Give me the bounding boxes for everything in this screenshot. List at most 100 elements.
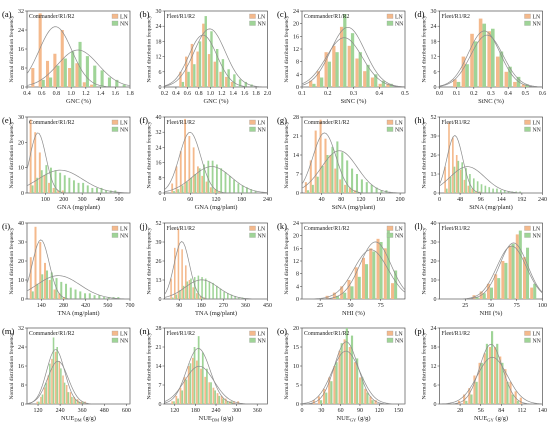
legend-swatch-nn — [249, 20, 256, 26]
bar-nn — [50, 272, 53, 299]
bar-ln — [196, 51, 199, 87]
legend-label-nn: NN — [258, 233, 267, 239]
bar-nn — [484, 185, 487, 193]
fit-curve-nn — [439, 166, 543, 194]
bar-nn — [36, 177, 39, 193]
legend-label-nn: NN — [120, 338, 129, 344]
bar-nn — [85, 56, 89, 88]
bar-ln — [225, 76, 228, 87]
bar-nn — [71, 51, 75, 88]
bar-ln — [69, 392, 72, 405]
bar-nn — [52, 337, 55, 404]
x-tick-label: 120 — [356, 197, 365, 203]
legend-swatch-nn — [524, 126, 531, 132]
bar-ln — [90, 84, 94, 88]
bar-ln — [82, 82, 86, 87]
y-axis-label: Normal distribution frequency — [283, 121, 290, 188]
x-tick-label: 30 — [318, 408, 324, 414]
legend-label-nn: NN — [395, 233, 404, 239]
bar-nn — [105, 190, 108, 193]
x-tick-label: 0.1 — [453, 91, 461, 97]
y-tick-label: 0 — [21, 402, 24, 408]
bar-nn — [394, 270, 398, 299]
bar-nn — [241, 185, 244, 193]
bar-nn — [72, 180, 75, 193]
bar-ln — [324, 138, 327, 193]
x-tick-label: 28 — [457, 408, 463, 414]
bar-nn — [511, 394, 514, 404]
x-tick-label: 360 — [253, 408, 262, 414]
y-tick-label: 12 — [293, 259, 299, 265]
y-tick-label: 26 — [156, 259, 162, 265]
x-tick-label: 96 — [478, 197, 484, 203]
bar-ln — [513, 81, 517, 87]
bar-ln — [309, 80, 313, 87]
x-tick-label: 360 — [241, 303, 250, 309]
legend-label-nn: NN — [395, 21, 404, 27]
bar-ln — [73, 396, 75, 405]
panel-label: (g) — [277, 115, 287, 125]
x-axis-label: StNA (mg/plant) — [332, 204, 376, 211]
bar-ln — [233, 401, 235, 404]
bar-ln — [31, 68, 35, 87]
legend-swatch-nn — [386, 337, 394, 343]
x-tick-label: 0.2 — [470, 91, 478, 97]
legend-label-nn: NN — [533, 233, 542, 239]
x-tick-label: 1.8 — [252, 91, 260, 97]
bar-ln — [329, 155, 332, 193]
x-tick-label: 100 — [538, 303, 547, 309]
y-tick-label: 30 — [431, 9, 437, 15]
bar-ln — [173, 247, 176, 299]
bar-nn — [49, 167, 52, 193]
y-tick-label: 24 — [293, 221, 299, 227]
bar-nn — [475, 381, 478, 404]
bar-nn — [210, 382, 212, 404]
y-axis-label: Normal distribution frequency — [8, 121, 15, 188]
x-tick-label: 270 — [219, 303, 228, 309]
legend-swatch-ln — [111, 225, 119, 231]
bar-ln — [488, 347, 491, 404]
bar-nn — [31, 185, 34, 193]
bar-nn — [489, 287, 493, 299]
bar-nn — [492, 188, 494, 193]
legend-label-nn: NN — [533, 338, 542, 344]
bar-nn — [497, 278, 501, 299]
x-tick-label: 200 — [59, 197, 68, 203]
bar-nn — [41, 394, 44, 404]
panel-label: (e) — [2, 115, 12, 125]
bar-ln — [487, 31, 491, 87]
x-tick-label: 1.4 — [229, 91, 237, 97]
x-tick-label: 0.4 — [23, 91, 31, 97]
bar-ln — [344, 184, 347, 193]
bar-ln — [179, 151, 182, 193]
bar-nn — [212, 282, 214, 299]
panel-title: Commander/R1/R2 — [304, 331, 350, 337]
y-tick-label: 12 — [431, 364, 437, 370]
bar-nn — [335, 52, 339, 87]
fit-curve-nn — [164, 348, 268, 405]
bar-ln — [319, 119, 322, 193]
x-tick-label: 0.2 — [324, 91, 332, 97]
bar-ln — [391, 283, 395, 299]
bar-nn — [38, 401, 40, 405]
bar-nn — [228, 175, 231, 193]
bar-nn — [49, 363, 51, 405]
legend-swatch-nn — [111, 337, 119, 343]
bar-ln — [370, 77, 375, 87]
bar-ln — [185, 265, 187, 299]
x-tick-label: 150 — [394, 408, 403, 414]
panel-label: (d) — [415, 9, 425, 19]
bar-nn — [223, 291, 225, 299]
bar-nn — [326, 155, 329, 193]
legend-label-ln: LN — [120, 14, 129, 20]
x-tick-label: 144 — [497, 197, 506, 203]
x-tick-label: 1.8 — [126, 91, 134, 97]
bar-ln — [470, 33, 474, 87]
legend-swatch-ln — [524, 119, 531, 125]
bar-nn — [41, 274, 44, 299]
bar-nn — [181, 185, 184, 193]
bar-nn — [238, 79, 242, 87]
legend-swatch-nn — [386, 20, 394, 26]
legend-swatch-nn — [111, 126, 119, 132]
bar-ln — [348, 347, 351, 404]
